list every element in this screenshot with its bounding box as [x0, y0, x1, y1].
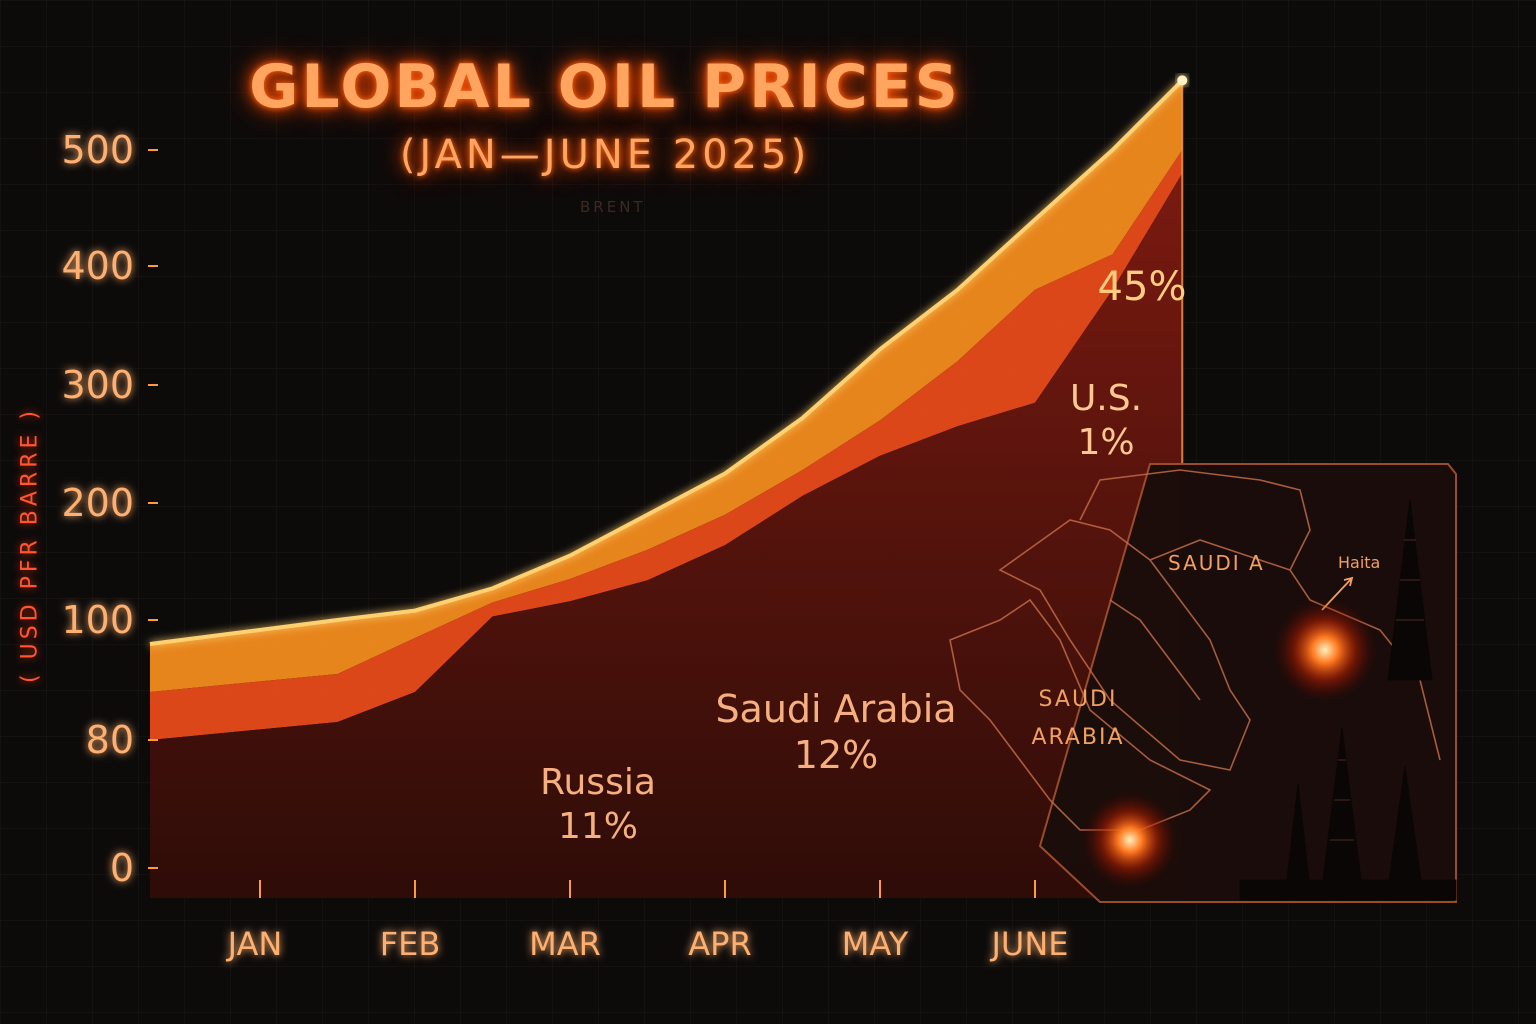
y-tick-label: 0 — [110, 846, 134, 890]
map-label-saudi: SAUDI — [1039, 687, 1118, 712]
explosion-icon — [1082, 792, 1178, 888]
map-label-haita: Haita — [1338, 553, 1380, 572]
x-tick-labels: JAN FEB MAR APR MAY JUNE — [226, 880, 1069, 963]
y-tick-label: 80 — [86, 718, 134, 762]
brent-annotation: BRENT — [580, 198, 646, 216]
top-series-line — [149, 78, 1184, 646]
area-series-1 — [150, 173, 1183, 898]
chart-subtitle: (JAN—JUNE 2025) — [399, 132, 811, 178]
x-tick-label: JUNE — [989, 925, 1068, 963]
y-tick-label: 200 — [61, 481, 134, 525]
x-tick-label: APR — [688, 925, 751, 963]
area-label-value: 11% — [558, 806, 638, 847]
end-marker-point — [1177, 75, 1188, 86]
area-label-value: 1% — [1077, 422, 1134, 463]
map-inset: SAUDI A Haita SAUDI ARABIA — [949, 463, 1457, 903]
y-axis-label: ( USD PFR BARRE ) — [17, 407, 43, 683]
map-inset-frame — [1038, 463, 1457, 903]
area-label-name: U.S. — [1070, 378, 1142, 419]
axes — [148, 132, 1100, 900]
area-label-name: 45% — [1098, 264, 1187, 310]
y-tick-label: 100 — [61, 598, 134, 642]
map-label-saudia: SAUDI A — [1168, 551, 1265, 575]
area-label-value: 12% — [794, 733, 878, 777]
y-tick-label: 400 — [61, 244, 134, 288]
area-label-name: Russia — [540, 762, 656, 803]
x-tick-label: JAN — [226, 925, 283, 963]
explosion-icon — [1273, 598, 1377, 702]
x-tick-label: MAY — [842, 925, 909, 963]
oil-derrick-lattice — [1330, 539, 1424, 841]
area-label-name: Saudi Arabia — [715, 687, 956, 731]
y-tick-label: 500 — [61, 128, 134, 172]
x-tick-label: FEB — [380, 925, 441, 963]
y-tick-label: 300 — [61, 363, 134, 407]
map-label-arabia: ARABIA — [1031, 725, 1124, 750]
area-layers — [149, 75, 1188, 898]
x-tick-label: MAR — [529, 925, 601, 963]
y-tick-labels: 500 400 300 200 100 80 0 — [61, 128, 158, 890]
chart-title: GLOBAL OIL PRICES — [249, 52, 961, 122]
oil-derrick-icon — [1239, 499, 1457, 901]
